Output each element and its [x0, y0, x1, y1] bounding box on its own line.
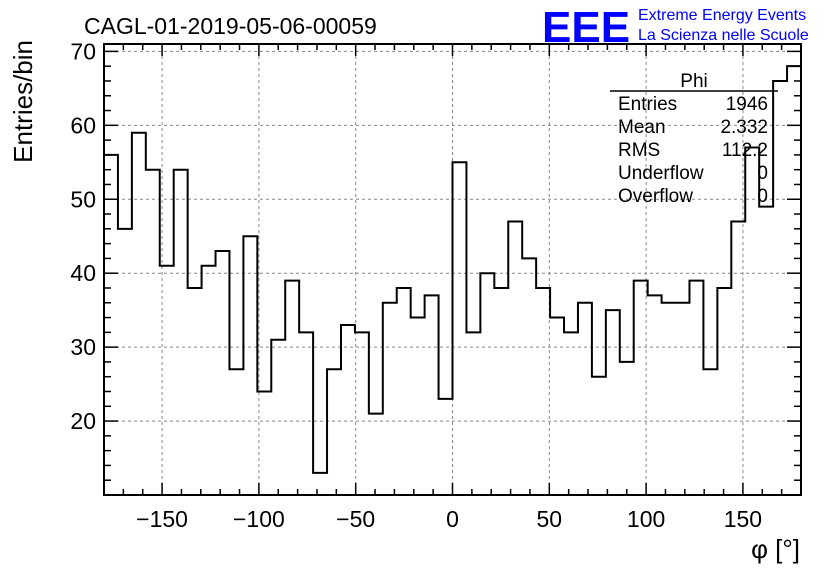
histogram-bin-49 — [787, 66, 801, 495]
y-tick-label: 40 — [70, 260, 96, 286]
histogram-bin-7 — [202, 266, 216, 495]
histogram-bin-41 — [676, 303, 690, 495]
stats-label: Entries — [618, 94, 677, 115]
x-tick-labels: −150 −100 −50 0 50 100 150 — [136, 506, 762, 532]
y-tick-label: 50 — [70, 186, 96, 212]
statistics-box: Phi Entries 1946 Mean 2.332 RMS 112.2 Underflo… — [610, 71, 778, 207]
histogram-bin-11 — [257, 391, 271, 495]
histogram-bin-30 — [522, 258, 536, 495]
stats-rows: Entries 1946 Mean 2.332 RMS 112.2 Underflow 0 Ov… — [618, 94, 768, 207]
histogram-bin-48 — [773, 81, 787, 495]
histogram-bin-20 — [383, 303, 397, 495]
x-tick-label: 100 — [627, 506, 665, 532]
histogram-bin-47 — [759, 207, 773, 495]
histogram-bin-44 — [717, 288, 731, 495]
stats-box-title: Phi — [680, 71, 707, 92]
histogram-bin-4 — [160, 266, 174, 495]
histogram-bin-1 — [118, 229, 132, 495]
y-tick-labels: 20 30 40 50 60 70 — [70, 38, 96, 434]
histogram-bin-17 — [341, 325, 355, 495]
histogram-bin-21 — [397, 288, 411, 495]
histogram-bin-31 — [536, 288, 550, 495]
histogram-bin-32 — [550, 318, 564, 495]
histogram-bin-26 — [466, 332, 480, 495]
logo-line-1: Extreme Energy Events — [638, 7, 806, 24]
y-tick-label: 60 — [70, 112, 96, 138]
histogram-bin-22 — [411, 318, 425, 495]
histogram-bin-45 — [731, 221, 745, 495]
stats-value: 1946 — [726, 94, 768, 115]
histogram-bin-15 — [313, 473, 327, 495]
stats-label: Overflow — [618, 186, 693, 207]
x-tick-label: 150 — [724, 506, 762, 532]
x-tick-label: −150 — [136, 506, 188, 532]
x-tick-label: −50 — [336, 506, 375, 532]
histogram-bin-6 — [188, 288, 202, 495]
histogram-bin-3 — [146, 170, 160, 495]
histogram-bin-36 — [606, 310, 620, 495]
y-axis-title: Entries/bin — [8, 40, 38, 163]
histogram-bin-29 — [508, 221, 522, 495]
histogram-bin-8 — [216, 251, 230, 495]
logo-line-2: La Scienza nelle Scuole — [638, 27, 809, 44]
histogram-bin-40 — [662, 303, 676, 495]
histogram-bin-9 — [229, 369, 243, 495]
axis-ticks — [103, 44, 802, 495]
stats-label: Underflow — [618, 163, 704, 184]
histogram-bin-39 — [648, 295, 662, 495]
y-tick-label: 30 — [70, 334, 96, 360]
histogram-bin-28 — [494, 288, 508, 495]
x-tick-label: 50 — [537, 506, 563, 532]
histogram-bin-12 — [271, 340, 285, 495]
histogram-bin-24 — [439, 399, 453, 495]
histogram-bin-10 — [243, 236, 257, 495]
stats-value: 112.2 — [722, 140, 768, 161]
stats-value: 0 — [757, 186, 768, 207]
histogram-bin-18 — [355, 332, 369, 495]
histogram-series — [104, 65, 801, 495]
histogram-bin-5 — [174, 170, 188, 495]
histogram-bin-14 — [299, 332, 313, 495]
histogram-bin-13 — [285, 281, 299, 495]
histogram-bin-43 — [703, 369, 717, 495]
histogram-bin-2 — [132, 133, 146, 495]
histogram-bin-33 — [564, 332, 578, 495]
stats-value: 2.332 — [720, 117, 768, 138]
histogram-outline — [104, 65, 801, 474]
histogram-bin-0 — [104, 155, 118, 495]
histogram-bin-23 — [425, 295, 439, 495]
chart-title: CAGL-01-2019-05-06-00059 — [84, 13, 377, 39]
histogram-bin-37 — [620, 362, 634, 495]
y-tick-label: 20 — [70, 408, 96, 434]
x-tick-label: 0 — [446, 506, 459, 532]
histogram-bin-42 — [689, 281, 703, 495]
histogram-bin-34 — [578, 303, 592, 495]
stats-label: Mean — [618, 117, 666, 138]
histogram-bin-35 — [592, 377, 606, 495]
stats-value: 0 — [757, 163, 768, 184]
histogram-bin-25 — [453, 162, 467, 495]
histogram-bin-38 — [634, 281, 648, 495]
x-tick-label: −100 — [233, 506, 285, 532]
y-tick-label: 70 — [70, 38, 96, 64]
histogram-bin-16 — [327, 369, 341, 495]
stats-label: RMS — [618, 140, 660, 161]
histogram-bin-19 — [369, 414, 383, 495]
x-axis-title: φ [°] — [751, 534, 800, 564]
histogram-bin-27 — [480, 273, 494, 495]
